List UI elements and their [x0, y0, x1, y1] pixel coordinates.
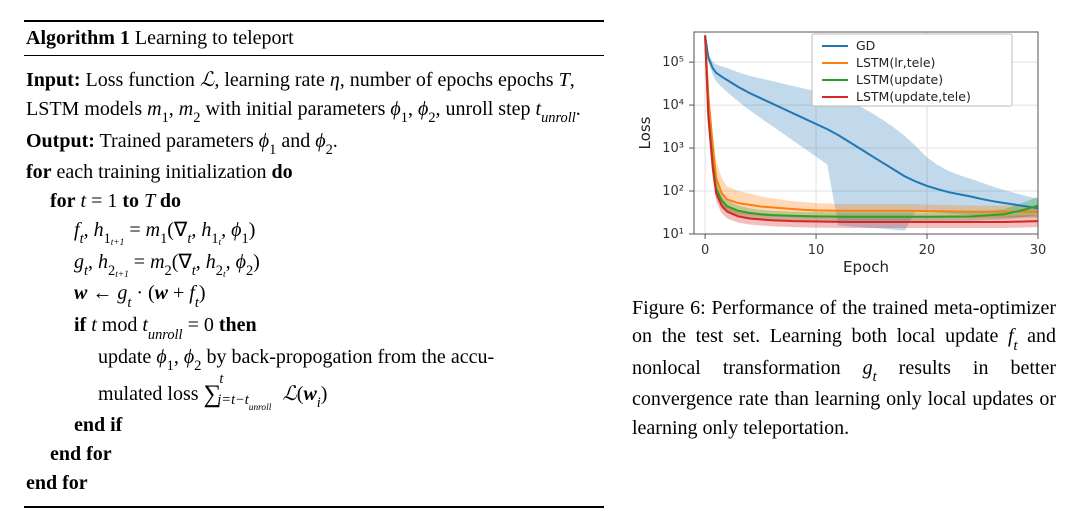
- for-outer: for each training initialization do: [26, 158, 602, 187]
- svg-text:20: 20: [919, 243, 936, 258]
- svg-text:0: 0: [701, 243, 709, 258]
- svg-text:10²: 10²: [662, 184, 684, 199]
- svg-text:10³: 10³: [662, 141, 684, 156]
- svg-text:Loss: Loss: [636, 116, 654, 149]
- alg-line-f: ft, h1t+1 = m1(∇t, h1t, ϕ1): [26, 216, 602, 248]
- alg-line-update: update ϕ1, ϕ2 by back-propogation from t…: [26, 343, 602, 375]
- alg-endfor1: end for: [26, 440, 602, 469]
- svg-text:Epoch: Epoch: [843, 258, 889, 276]
- algorithm-input: Input: Loss function ℒ, learning rate η,…: [26, 66, 602, 127]
- svg-text:10⁵: 10⁵: [662, 55, 684, 70]
- svg-text:LSTM(lr,tele): LSTM(lr,tele): [856, 55, 935, 70]
- alg-line-update2: mulated loss ∑ti=t−tunroll ℒ(wi): [26, 375, 602, 412]
- svg-text:10⁴: 10⁴: [662, 98, 684, 113]
- algorithm-output: Output: Trained parameters ϕ1 and ϕ2.: [26, 127, 602, 159]
- alg-endif: end if: [26, 411, 602, 440]
- svg-text:LSTM(update): LSTM(update): [856, 72, 943, 87]
- algorithm-body: Input: Loss function ℒ, learning rate η,…: [24, 56, 604, 506]
- alg-line-w: w ← gt · (w + ft): [26, 279, 602, 311]
- algorithm-title: Algorithm 1 Learning to teleport: [24, 22, 604, 56]
- alg-line-if: if t mod tunroll = 0 then: [26, 311, 602, 343]
- svg-text:10: 10: [808, 243, 825, 258]
- loss-chart: 0 10 20 30 10¹ 10² 10³ 10⁴ 10⁵ Epoch Loss GD LSTM(lr…: [632, 20, 1056, 280]
- svg-text:LSTM(update,tele): LSTM(update,tele): [856, 89, 971, 104]
- alg-line-g: gt, h2t+1 = m2(∇t, h2t, ϕ2): [26, 248, 602, 280]
- svg-text:30: 30: [1030, 243, 1047, 258]
- svg-text:GD: GD: [856, 38, 875, 53]
- svg-text:10¹: 10¹: [662, 227, 684, 242]
- for-inner: for t = 1 to T do: [26, 187, 602, 216]
- alg-endfor2: end for: [26, 469, 602, 498]
- algorithm-block: Algorithm 1 Learning to teleport Input: …: [24, 20, 604, 512]
- figure-caption: Figure 6: Performance of the trained met…: [632, 294, 1056, 442]
